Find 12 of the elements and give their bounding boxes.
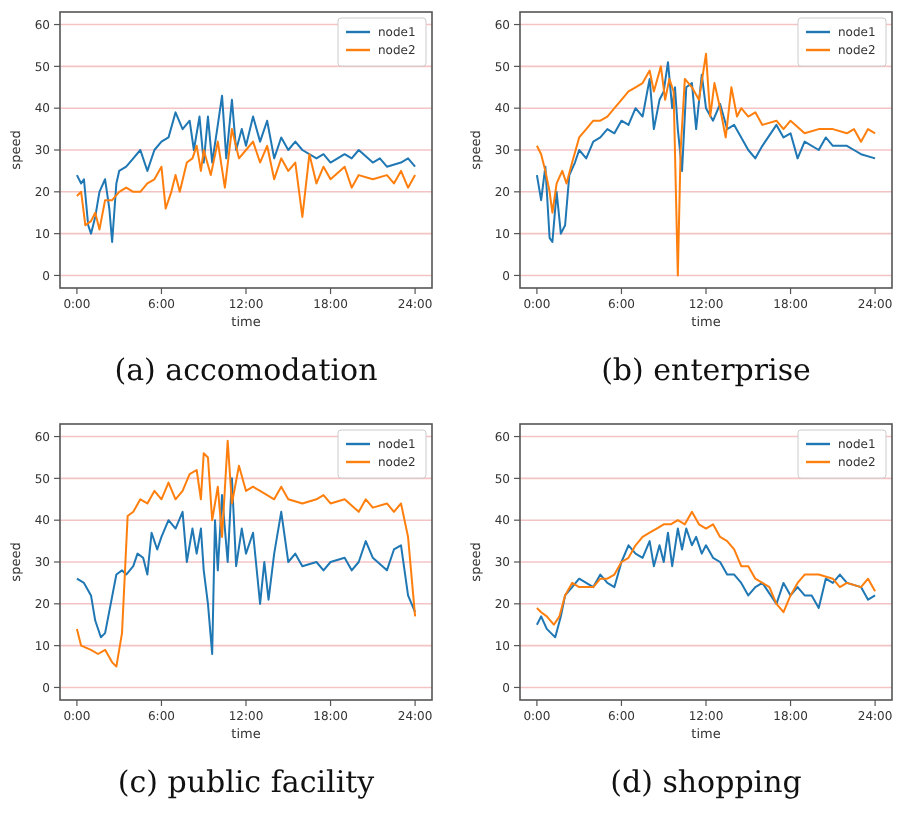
line-series (535, 510, 877, 626)
line-series (535, 61, 877, 243)
line-series (75, 439, 417, 668)
text: (b) enterprise (601, 352, 812, 388)
line-series (75, 477, 417, 655)
line-series (535, 52, 877, 277)
text: (c) public facility (117, 764, 376, 800)
text: (a) accomodation (114, 352, 379, 388)
line-series (75, 94, 417, 243)
line-series (535, 527, 877, 639)
text: (d) shopping (610, 764, 803, 800)
line-series (75, 128, 417, 231)
